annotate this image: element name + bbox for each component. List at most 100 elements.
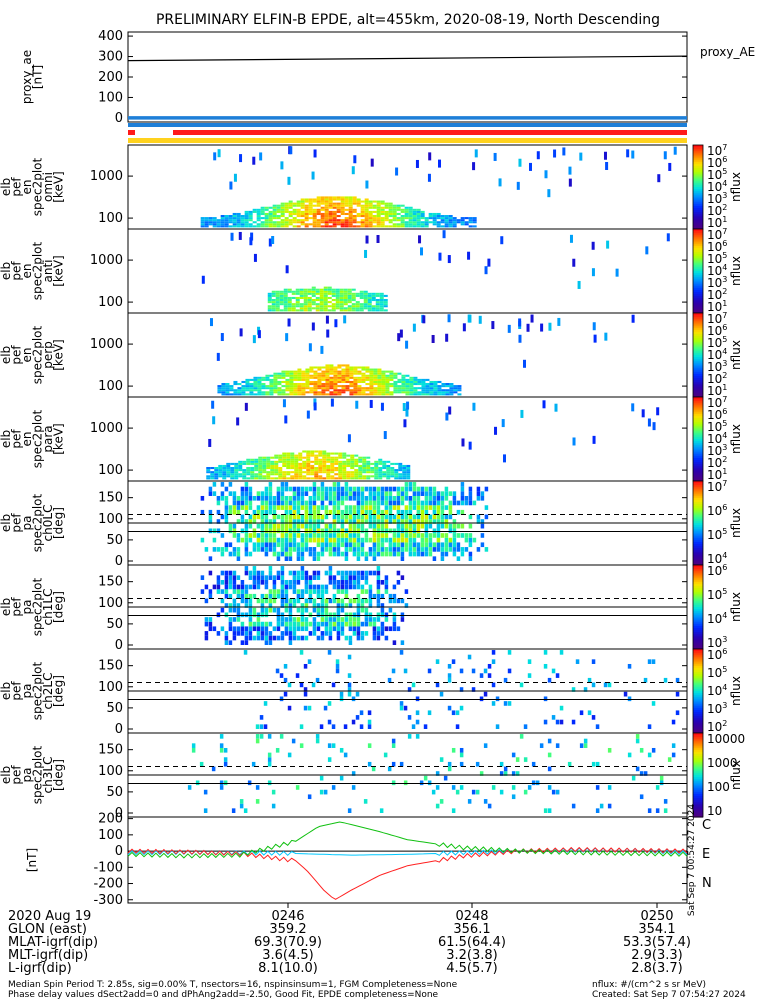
spectrogram-cell	[285, 393, 290, 396]
pitch-angle-cell	[348, 617, 353, 622]
spectrogram-cell	[445, 385, 450, 388]
pitch-angle-cell	[407, 734, 412, 739]
pitch-angle-cell	[647, 752, 652, 758]
colorbar-cell	[693, 229, 703, 232]
pitch-angle-cell	[448, 509, 453, 515]
spectrogram-cell	[335, 296, 340, 300]
colorbar-cell	[693, 758, 703, 761]
pitch-angle-cell	[240, 612, 245, 618]
pitch-angle-cell	[432, 500, 437, 506]
spectrogram-cell	[361, 391, 366, 394]
colorbar-cell	[693, 464, 703, 467]
colorbar-cell	[693, 359, 703, 362]
spectrogram-cell	[318, 454, 323, 457]
colorbar-cell	[693, 357, 703, 360]
spectrogram-cell	[456, 221, 461, 224]
spectrogram-cell	[433, 387, 438, 390]
pitch-angle-cell	[543, 650, 548, 655]
spectrogram-cell	[424, 217, 429, 220]
pitch-angle-cell	[304, 584, 309, 590]
spectrogram-cell	[303, 305, 308, 308]
spectrogram-cell	[288, 223, 293, 226]
spectrogram-cell	[288, 204, 293, 207]
spectrogram-cell	[334, 467, 339, 470]
spectrogram-cell	[275, 307, 280, 310]
pitch-angle-cell	[252, 621, 257, 627]
pitch-angle-cell	[292, 621, 297, 627]
spectrogram-cell	[310, 477, 315, 480]
spectrogram-speckle	[656, 407, 660, 416]
pitch-angle-cell	[268, 593, 273, 599]
pitch-angle-cell	[208, 626, 213, 632]
spectrogram-cell	[400, 208, 405, 211]
pitch-angle-cell	[255, 734, 260, 739]
pitch-angle-cell	[356, 486, 361, 492]
pitch-angle-cell	[384, 537, 389, 543]
pitch-angle-cell	[368, 570, 373, 576]
pitch-angle-cell	[424, 537, 429, 543]
pitch-angle-cell	[280, 598, 285, 604]
spectrogram-cell	[312, 215, 317, 218]
pitch-angle-cell	[412, 500, 417, 506]
pitch-angle-cell	[392, 626, 397, 632]
spectrogram-cell	[253, 389, 258, 392]
pitch-angle-cell	[228, 603, 233, 608]
colorbar-cell	[693, 418, 703, 421]
spectrogram-cell	[384, 212, 389, 216]
pitch-angle-cell	[376, 528, 381, 534]
pitch-angle-cell	[451, 747, 456, 753]
spectrogram-cell	[246, 469, 251, 472]
spectrogram-cell	[283, 307, 288, 310]
pitch-angle-cell	[308, 486, 313, 492]
spectrogram-cell	[378, 460, 383, 463]
spectrogram-cell	[388, 225, 393, 228]
spectrogram-cell	[348, 210, 353, 213]
pitch-angle-cell	[368, 598, 373, 604]
spectrogram-cell	[386, 471, 391, 474]
spectrogram-cell	[339, 288, 344, 291]
y-tick-label: 0	[115, 844, 123, 859]
pitch-angle-cell	[675, 691, 680, 697]
y-tick-label: 200	[98, 812, 123, 827]
pitch-angle-cell	[408, 537, 413, 543]
spectrogram-cell	[322, 460, 327, 463]
spectrogram-cell	[433, 385, 438, 388]
pitch-angle-cell	[252, 519, 257, 524]
pitch-angle-cell	[364, 598, 369, 604]
spectrogram-cell	[353, 389, 358, 392]
spectrogram-cell	[268, 215, 273, 218]
pitch-angle-cell	[228, 528, 233, 534]
pitch-angle-cell	[392, 617, 397, 622]
spectrogram-cell	[277, 391, 282, 394]
pitch-angle-cell	[200, 495, 205, 501]
pitch-angle-cell	[299, 743, 304, 748]
pitch-angle-cell	[360, 537, 365, 543]
pitch-angle-cell	[344, 575, 349, 580]
pitch-angle-cell	[347, 682, 352, 688]
spectrogram-cell	[344, 200, 349, 203]
spectrogram-cell	[378, 473, 383, 476]
spectrogram-cell	[421, 383, 426, 386]
panel-spectrogram-anti	[127, 228, 688, 314]
pitch-angle-cell	[372, 500, 377, 506]
pitch-angle-cell	[671, 743, 676, 748]
pitch-angle-cell	[244, 603, 249, 608]
spectrogram-cell	[304, 217, 309, 220]
pitch-angle-cell	[316, 533, 321, 538]
spectrogram-cell	[222, 471, 227, 474]
pitch-angle-cell	[432, 556, 437, 561]
spectrogram-cell	[281, 385, 286, 388]
pitch-angle-cell	[348, 626, 353, 632]
spectrogram-cell	[232, 212, 237, 216]
spectrogram-cell	[334, 458, 339, 461]
pitch-angle-cell	[523, 724, 528, 729]
y-axis-label: pef	[9, 513, 23, 533]
spectrogram-cell	[313, 374, 318, 377]
pitch-angle-cell	[456, 556, 461, 561]
pitch-angle-cell	[424, 547, 429, 552]
spectrogram-speckle	[287, 176, 291, 185]
pitch-angle-cell	[396, 523, 401, 529]
spectrogram-cell	[376, 200, 381, 203]
colorbar-cell	[693, 632, 703, 635]
pitch-angle-cell	[336, 617, 341, 622]
